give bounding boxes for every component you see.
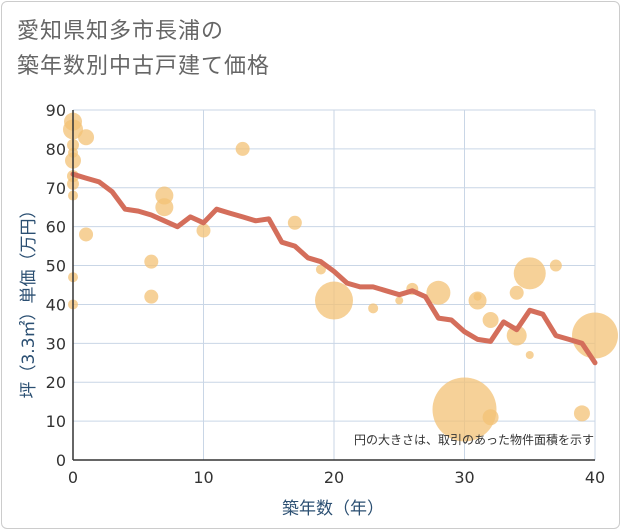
y-tick-label: 70 [46,179,66,198]
bubble-point [78,129,95,146]
bubble-point [473,292,482,301]
y-tick-label: 60 [46,218,66,237]
x-tick-label: 10 [193,468,213,487]
bubble-point [572,312,618,359]
bubble-point [235,141,250,156]
title-line-2: 築年数別中古戸建て価格 [17,54,271,79]
chart-title: 愛知県知多市長浦の 築年数別中古戸建て価格 [17,14,270,84]
y-tick-label: 10 [46,412,66,431]
bubble-point [506,325,527,346]
bubble-point [482,312,499,328]
bubble-point [196,223,211,238]
trend-line [70,171,598,366]
bubble-point [368,303,379,314]
y-tick-label: 50 [46,257,66,276]
bubble-point [315,281,353,320]
bubble-point [549,259,562,272]
bubble-point [432,377,497,442]
y-tick-label: 30 [46,334,66,353]
bubble-point [287,215,302,230]
bubble-point [513,257,546,290]
y-tick-label: 40 [46,295,66,314]
y-axis-title: 坪（3.3㎡）単価（万円） [19,201,39,398]
axes [72,110,595,461]
tick-labels: 0 10 20 30 40 50 60 70 80 90 0 10 20 30 40 [46,101,606,487]
bubble-point [395,296,404,305]
bubble-series [63,112,618,442]
bubble-size-note: 円の大きさは、取引のあった物件面積を示す [354,432,594,447]
x-tick-label: 0 [68,468,78,487]
x-tick-label: 20 [324,468,344,487]
y-tick-label: 90 [46,101,66,120]
x-axis-title: 築年数（年） [282,499,384,519]
bubble-point [482,409,499,426]
bubble-point [509,285,524,300]
bubble-point [144,289,159,304]
x-tick-label: 30 [454,468,474,487]
bubble-point [79,227,94,242]
x-tick-label: 40 [585,468,605,487]
y-tick-label: 20 [46,373,66,392]
bubble-point [426,280,451,305]
bubble-point [315,264,326,275]
bubble-point [573,405,590,422]
bubble-point [144,254,159,269]
y-tick-label: 0 [56,451,66,470]
title-line-1: 愛知県知多市長浦の [17,19,225,44]
bubble-point [155,198,174,217]
y-tick-label: 80 [46,140,66,159]
bubble-point [525,351,534,359]
trend-series [70,171,598,366]
